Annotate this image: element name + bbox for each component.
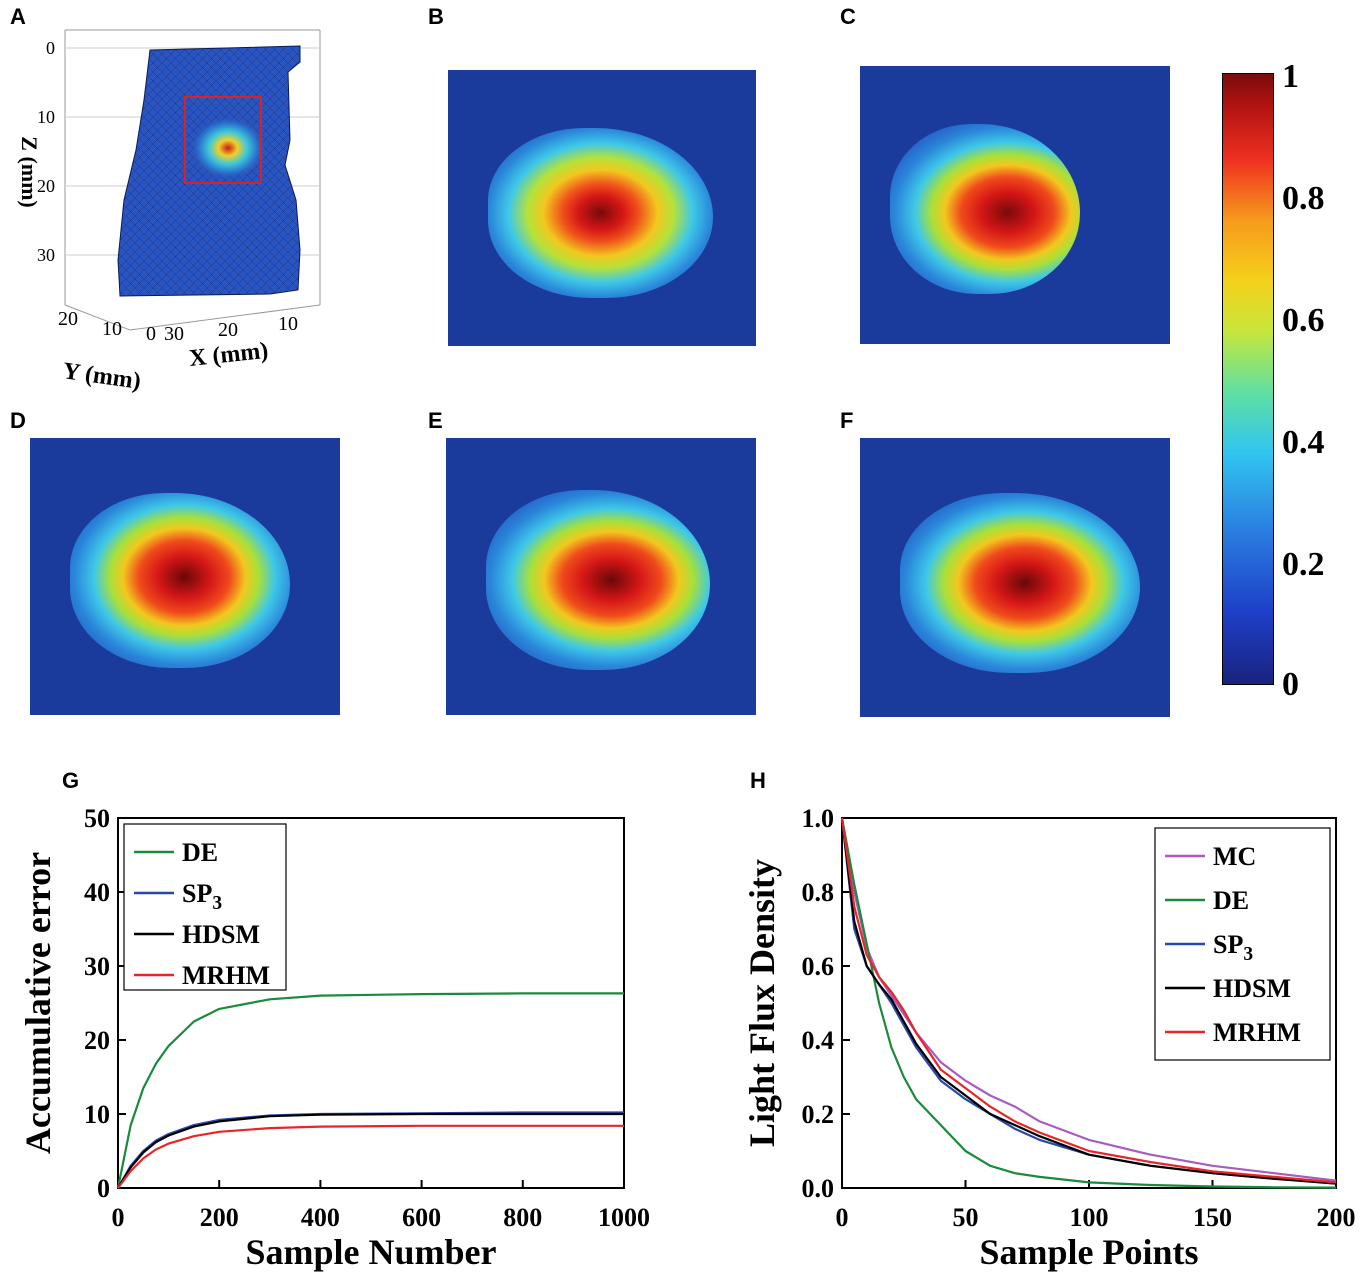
colorbar — [1222, 73, 1274, 685]
y-tick-label-g: 40 — [84, 878, 110, 907]
x-tick-label-g: 400 — [301, 1203, 340, 1232]
light-source-spot — [190, 116, 266, 180]
colorbar-tick-1: 1 — [1282, 58, 1299, 95]
colorbar-tick-0.6: 0.6 — [1282, 302, 1325, 339]
x-tick-label-h: 150 — [1193, 1203, 1232, 1232]
y-tick-label-g: 20 — [84, 1026, 110, 1055]
x-tick-label-h: 200 — [1317, 1203, 1356, 1232]
heatmap-c — [860, 66, 1170, 344]
z-axis-label: Z (mm) — [17, 136, 42, 207]
x-tick-label-h: 0 — [836, 1203, 849, 1232]
series-line-h-hdsm — [840, 817, 1337, 1185]
panel-letter-a: A — [10, 4, 26, 29]
z-tick-10: 10 — [37, 107, 55, 127]
legend-label-h-de: DE — [1213, 886, 1249, 915]
z-tick-0: 0 — [46, 38, 55, 58]
legend-label-g-hdsm: HDSM — [182, 920, 260, 949]
x-axis-title-h: Sample Points — [979, 1232, 1198, 1272]
panel-letter-c: C — [840, 4, 856, 29]
x-tick-label-h: 50 — [953, 1203, 979, 1232]
y-tick-label-h: 0.4 — [802, 1026, 835, 1055]
panel-letter-d: D — [10, 408, 26, 433]
y-axis-label: Y (mm) — [61, 358, 142, 395]
y-tick-label-g: 10 — [84, 1100, 110, 1129]
y-tick-label-h: 0.8 — [802, 878, 835, 907]
heatmap-d — [30, 438, 340, 715]
y-tick-label-g: 0 — [97, 1174, 110, 1203]
mesh-3d-panel: 0 10 20 30 Z (mm) 20 10 0 30 20 10 Y (mm… — [17, 29, 321, 395]
y-tick-20: 20 — [58, 308, 78, 330]
x-tick-30: 30 — [164, 323, 184, 345]
x-tick-label-g: 1000 — [598, 1203, 650, 1232]
panel-letter-h: H — [750, 768, 766, 793]
x-tick-label-g: 200 — [200, 1203, 239, 1232]
y-axis-title-g: Accumulative error — [18, 852, 58, 1154]
region-of-interest-box — [184, 96, 262, 184]
chart-h-light-flux-density: 0 50 100 150 200 0.0 0.2 0.4 0.6 0.8 1.0 Sample Poi… — [742, 804, 1356, 1272]
legend-label-h-mc: MC — [1213, 842, 1256, 871]
x-tick-label-h: 100 — [1070, 1203, 1109, 1232]
y-tick-label-g: 30 — [84, 952, 110, 981]
z-tick-20: 20 — [37, 176, 55, 196]
legend-label-h-hdsm: HDSM — [1213, 974, 1291, 1003]
x-axis-title-g: Sample Number — [246, 1232, 497, 1272]
colorbar-tick-0.4: 0.4 — [1282, 424, 1325, 461]
legend-g — [123, 823, 287, 991]
series-line-g-sp3 — [117, 1111, 624, 1189]
z-tick-30: 30 — [37, 245, 55, 265]
y-tick-10: 10 — [102, 318, 122, 340]
y-tick-0: 0 — [146, 323, 156, 345]
x-tick-label-g: 600 — [402, 1203, 441, 1232]
panel-letter-b: B — [428, 4, 444, 29]
legend-label-h-mrhm: MRHM — [1213, 1018, 1301, 1047]
series-line-h-mc — [840, 817, 1337, 1182]
y-tick-label-h: 0.6 — [802, 952, 835, 981]
panel-letter-e: E — [428, 408, 443, 433]
heatmap-f — [860, 438, 1170, 717]
series-line-g-de — [116, 992, 624, 1189]
y-tick-label-g: 50 — [84, 804, 110, 833]
series-line-g-hdsm — [117, 1112, 624, 1189]
legend-label-g-mrhm: MRHM — [182, 961, 270, 990]
x-axis-label: X (mm) — [188, 338, 270, 372]
y-tick-label-h: 0.0 — [802, 1174, 835, 1203]
plot-frame-g — [117, 817, 625, 1189]
x-tick-20: 20 — [218, 319, 238, 341]
y-tick-label-h: 0.2 — [802, 1100, 835, 1129]
series-line-h-mrhm — [840, 817, 1337, 1184]
series-line-h-de — [840, 817, 1337, 1189]
colorbar-tick-0.8: 0.8 — [1282, 180, 1325, 217]
x-tick-label-g: 0 — [112, 1203, 125, 1232]
heatmap-e — [446, 438, 756, 715]
heatmap-b — [448, 70, 756, 346]
y-axis-title-h: Light Flux Density — [742, 859, 782, 1147]
panel-letter-f: F — [840, 408, 854, 433]
x-tick-10: 10 — [278, 313, 298, 335]
x-tick-label-g: 800 — [503, 1203, 542, 1232]
chart-g-accumulative-error: 0 200 400 600 800 1000 0 10 20 30 40 50 Sample Numbe… — [18, 804, 650, 1272]
series-line-g-mrhm — [117, 1124, 624, 1189]
panel-letter-g: G — [62, 768, 80, 793]
colorbar-tick-0.2: 0.2 — [1282, 546, 1325, 583]
legend-label-g-de: DE — [182, 838, 218, 867]
y-tick-label-h: 1.0 — [802, 804, 835, 833]
colorbar-tick-0: 0 — [1282, 666, 1299, 703]
